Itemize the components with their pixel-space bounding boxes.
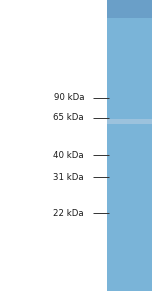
Text: 90 kDa: 90 kDa <box>53 93 84 102</box>
Text: 65 kDa: 65 kDa <box>53 113 84 123</box>
Text: 31 kDa: 31 kDa <box>53 173 84 182</box>
Text: 40 kDa: 40 kDa <box>53 150 84 159</box>
Bar <box>107 0 152 18</box>
Bar <box>107 0 152 291</box>
Bar <box>107 118 152 123</box>
Text: 22 kDa: 22 kDa <box>53 208 84 217</box>
